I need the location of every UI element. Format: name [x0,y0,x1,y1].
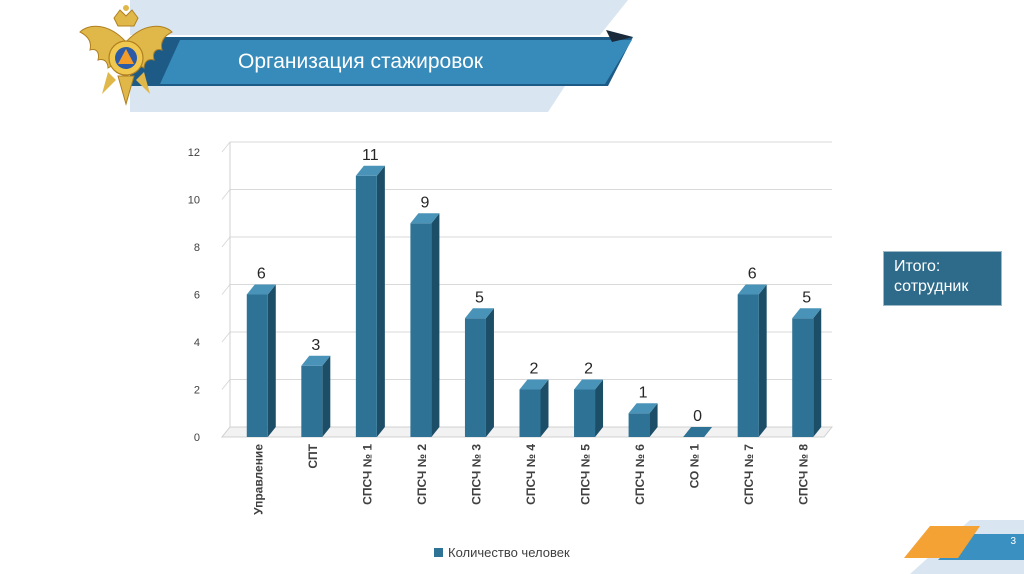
category-label: СПСЧ № 1 [360,444,374,505]
data-label: 6 [748,266,757,283]
bar [464,308,494,437]
gridline-side [221,189,231,200]
bar [574,379,604,437]
category-label: Управление [251,444,265,515]
category-label: СПСЧ № 7 [742,444,756,505]
bar [792,308,822,437]
gridline-side [221,331,231,343]
bar [683,427,713,437]
category-label: СПСЧ № 2 [415,444,429,505]
y-tick-label: 2 [194,385,200,397]
data-label: 5 [475,289,484,306]
data-label: 0 [693,408,702,425]
data-label: 6 [257,266,266,283]
bar [355,165,385,437]
data-label: 5 [802,289,811,306]
gridline-side [221,236,231,248]
y-tick-label: 4 [194,337,200,349]
gridline-side [221,284,231,295]
category-label: СПСЧ № 6 [633,444,647,505]
data-label: 1 [639,384,648,401]
y-tick-label: 10 [188,195,200,207]
data-label: 2 [530,361,539,378]
page-title: Организация стажировок [238,50,483,73]
header-mid-band [160,40,632,84]
bar [301,355,331,437]
emblem-icon [78,2,174,108]
legend-swatch [434,548,443,557]
header-light-band-top [130,0,628,35]
data-label: 2 [584,361,593,378]
bar [628,403,658,437]
gridline-side [221,141,231,153]
data-label: 11 [362,147,379,164]
gridline-side [221,379,231,390]
footer-decoration [904,520,1024,574]
y-tick-label: 0 [194,432,200,444]
bar [737,284,767,437]
data-label: 3 [311,337,320,354]
bar [519,379,549,437]
legend-label: Количество человек [448,545,570,560]
category-label: СО № 1 [688,444,702,489]
total-box-line2: сотрудник [894,278,969,295]
header-corner-triangle [606,30,633,42]
category-label: СПСЧ № 4 [524,444,538,505]
header-light-band-bottom [130,86,565,112]
y-tick-label: 12 [188,147,200,159]
page-number: 3 [1010,536,1016,547]
total-box-line1: Итого: [894,258,941,275]
data-label: 9 [420,194,429,211]
y-tick-label: 6 [194,290,200,302]
total-box: Итого: сотрудник [883,251,1002,306]
category-label: СПСЧ № 8 [797,444,811,505]
category-label: СПСЧ № 3 [469,444,483,505]
category-label: СПТ [306,443,320,468]
y-tick-label: 8 [194,242,200,254]
category-label: СПСЧ № 5 [579,444,593,505]
slide-header [0,0,1024,120]
legend: Количество человек [434,545,570,560]
bar [246,284,276,437]
bar [410,213,440,437]
